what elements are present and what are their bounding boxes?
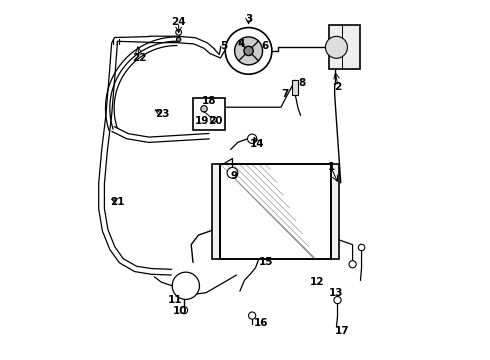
Text: 18: 18 xyxy=(202,96,217,106)
Text: 4: 4 xyxy=(238,39,245,49)
Circle shape xyxy=(247,134,257,143)
Circle shape xyxy=(349,261,356,268)
Circle shape xyxy=(244,46,253,55)
Text: 13: 13 xyxy=(329,288,343,298)
Text: 2: 2 xyxy=(335,82,342,92)
Bar xyxy=(220,164,331,259)
Text: 5: 5 xyxy=(220,41,227,50)
Text: 14: 14 xyxy=(250,139,265,149)
Text: 11: 11 xyxy=(168,295,182,305)
Circle shape xyxy=(235,37,263,65)
Circle shape xyxy=(201,105,207,112)
Text: 16: 16 xyxy=(254,319,269,328)
Circle shape xyxy=(248,312,256,319)
Text: 21: 21 xyxy=(110,197,125,207)
Circle shape xyxy=(334,297,341,304)
Circle shape xyxy=(325,36,347,58)
Text: 10: 10 xyxy=(173,306,188,316)
Bar xyxy=(220,164,331,259)
Bar xyxy=(193,98,224,130)
Circle shape xyxy=(227,167,238,178)
Text: 12: 12 xyxy=(310,277,324,287)
Bar xyxy=(293,80,298,95)
Text: 8: 8 xyxy=(299,78,306,88)
Circle shape xyxy=(358,244,365,251)
Circle shape xyxy=(176,30,181,35)
Text: 6: 6 xyxy=(261,41,269,50)
Circle shape xyxy=(176,37,181,41)
Text: 15: 15 xyxy=(259,257,274,267)
Bar xyxy=(212,164,220,259)
Text: 23: 23 xyxy=(155,109,170,119)
Text: 20: 20 xyxy=(208,116,223,126)
Text: 1: 1 xyxy=(327,162,335,172)
Circle shape xyxy=(180,307,188,314)
Text: 7: 7 xyxy=(281,89,288,99)
Circle shape xyxy=(225,28,272,74)
Text: 22: 22 xyxy=(132,53,147,63)
Bar xyxy=(220,164,331,259)
Text: 17: 17 xyxy=(335,325,349,336)
Text: 24: 24 xyxy=(172,17,186,27)
Text: 9: 9 xyxy=(231,171,238,181)
Text: 19: 19 xyxy=(195,116,209,126)
Text: 3: 3 xyxy=(245,14,252,24)
Polygon shape xyxy=(329,25,360,69)
Bar xyxy=(331,164,339,259)
Circle shape xyxy=(211,117,217,122)
